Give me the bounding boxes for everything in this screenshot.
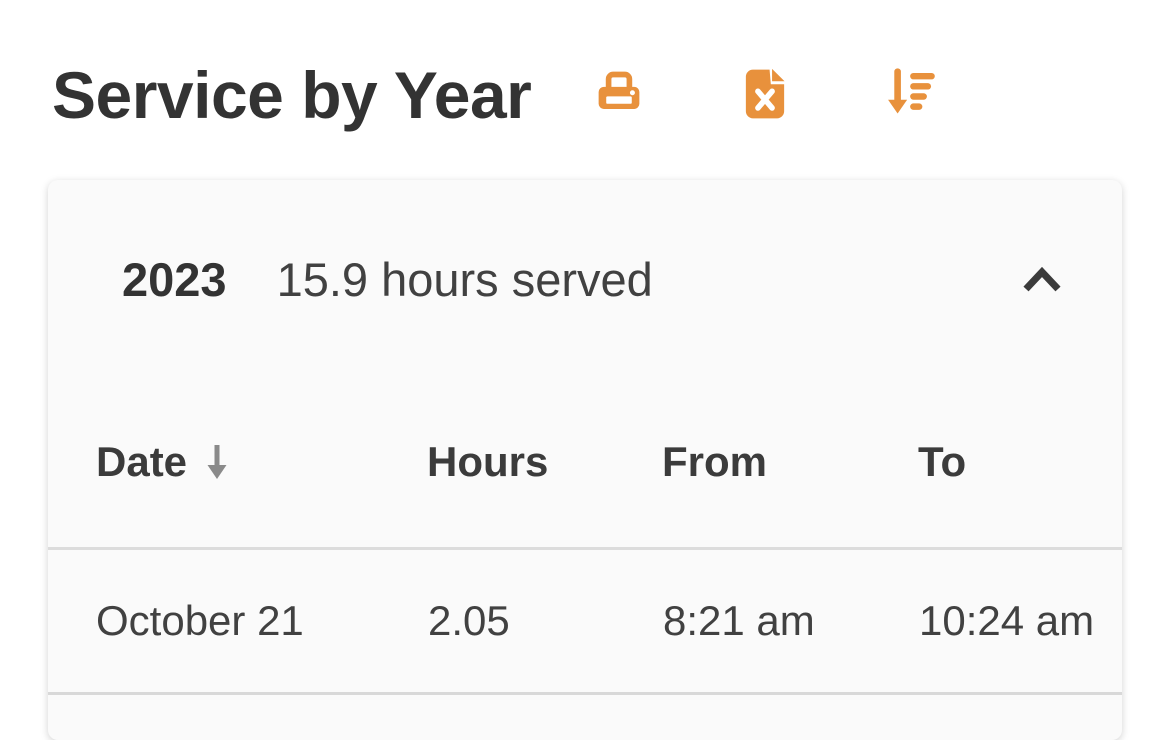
cell-date: October 21 <box>48 548 427 695</box>
page-header: Service by Year <box>52 58 1150 132</box>
chevron-up-icon[interactable] <box>1020 265 1064 295</box>
print-icon <box>593 69 645 122</box>
year-panel-card: 2023 15.9 hours served Date <box>48 180 1122 740</box>
column-header-from[interactable]: From <box>662 308 918 550</box>
page-title: Service by Year <box>52 58 532 132</box>
table-row: October 21 2.05 8:21 am 10:24 am <box>48 548 1122 695</box>
column-header-to[interactable]: To <box>918 308 1122 550</box>
excel-file-icon <box>742 68 788 123</box>
cell-from: 8:21 am <box>662 548 918 695</box>
hours-served-summary: 15.9 hours served <box>276 253 653 306</box>
sort-amount-down-icon <box>883 65 936 126</box>
table-header-row: Date Hours From To <box>48 308 1122 550</box>
print-button[interactable] <box>591 65 647 125</box>
service-table: Date Hours From To October 21 <box>48 308 1122 695</box>
cell-to: 10:24 am <box>918 548 1122 695</box>
sort-button[interactable] <box>881 65 937 125</box>
export-excel-button[interactable] <box>737 65 793 125</box>
year-label: 2023 <box>122 253 227 306</box>
arrow-down-icon <box>203 444 231 491</box>
year-panel-header[interactable]: 2023 15.9 hours served <box>48 180 1122 308</box>
cell-hours: 2.05 <box>427 548 662 695</box>
column-header-date[interactable]: Date <box>48 308 427 550</box>
column-header-hours[interactable]: Hours <box>427 308 662 550</box>
